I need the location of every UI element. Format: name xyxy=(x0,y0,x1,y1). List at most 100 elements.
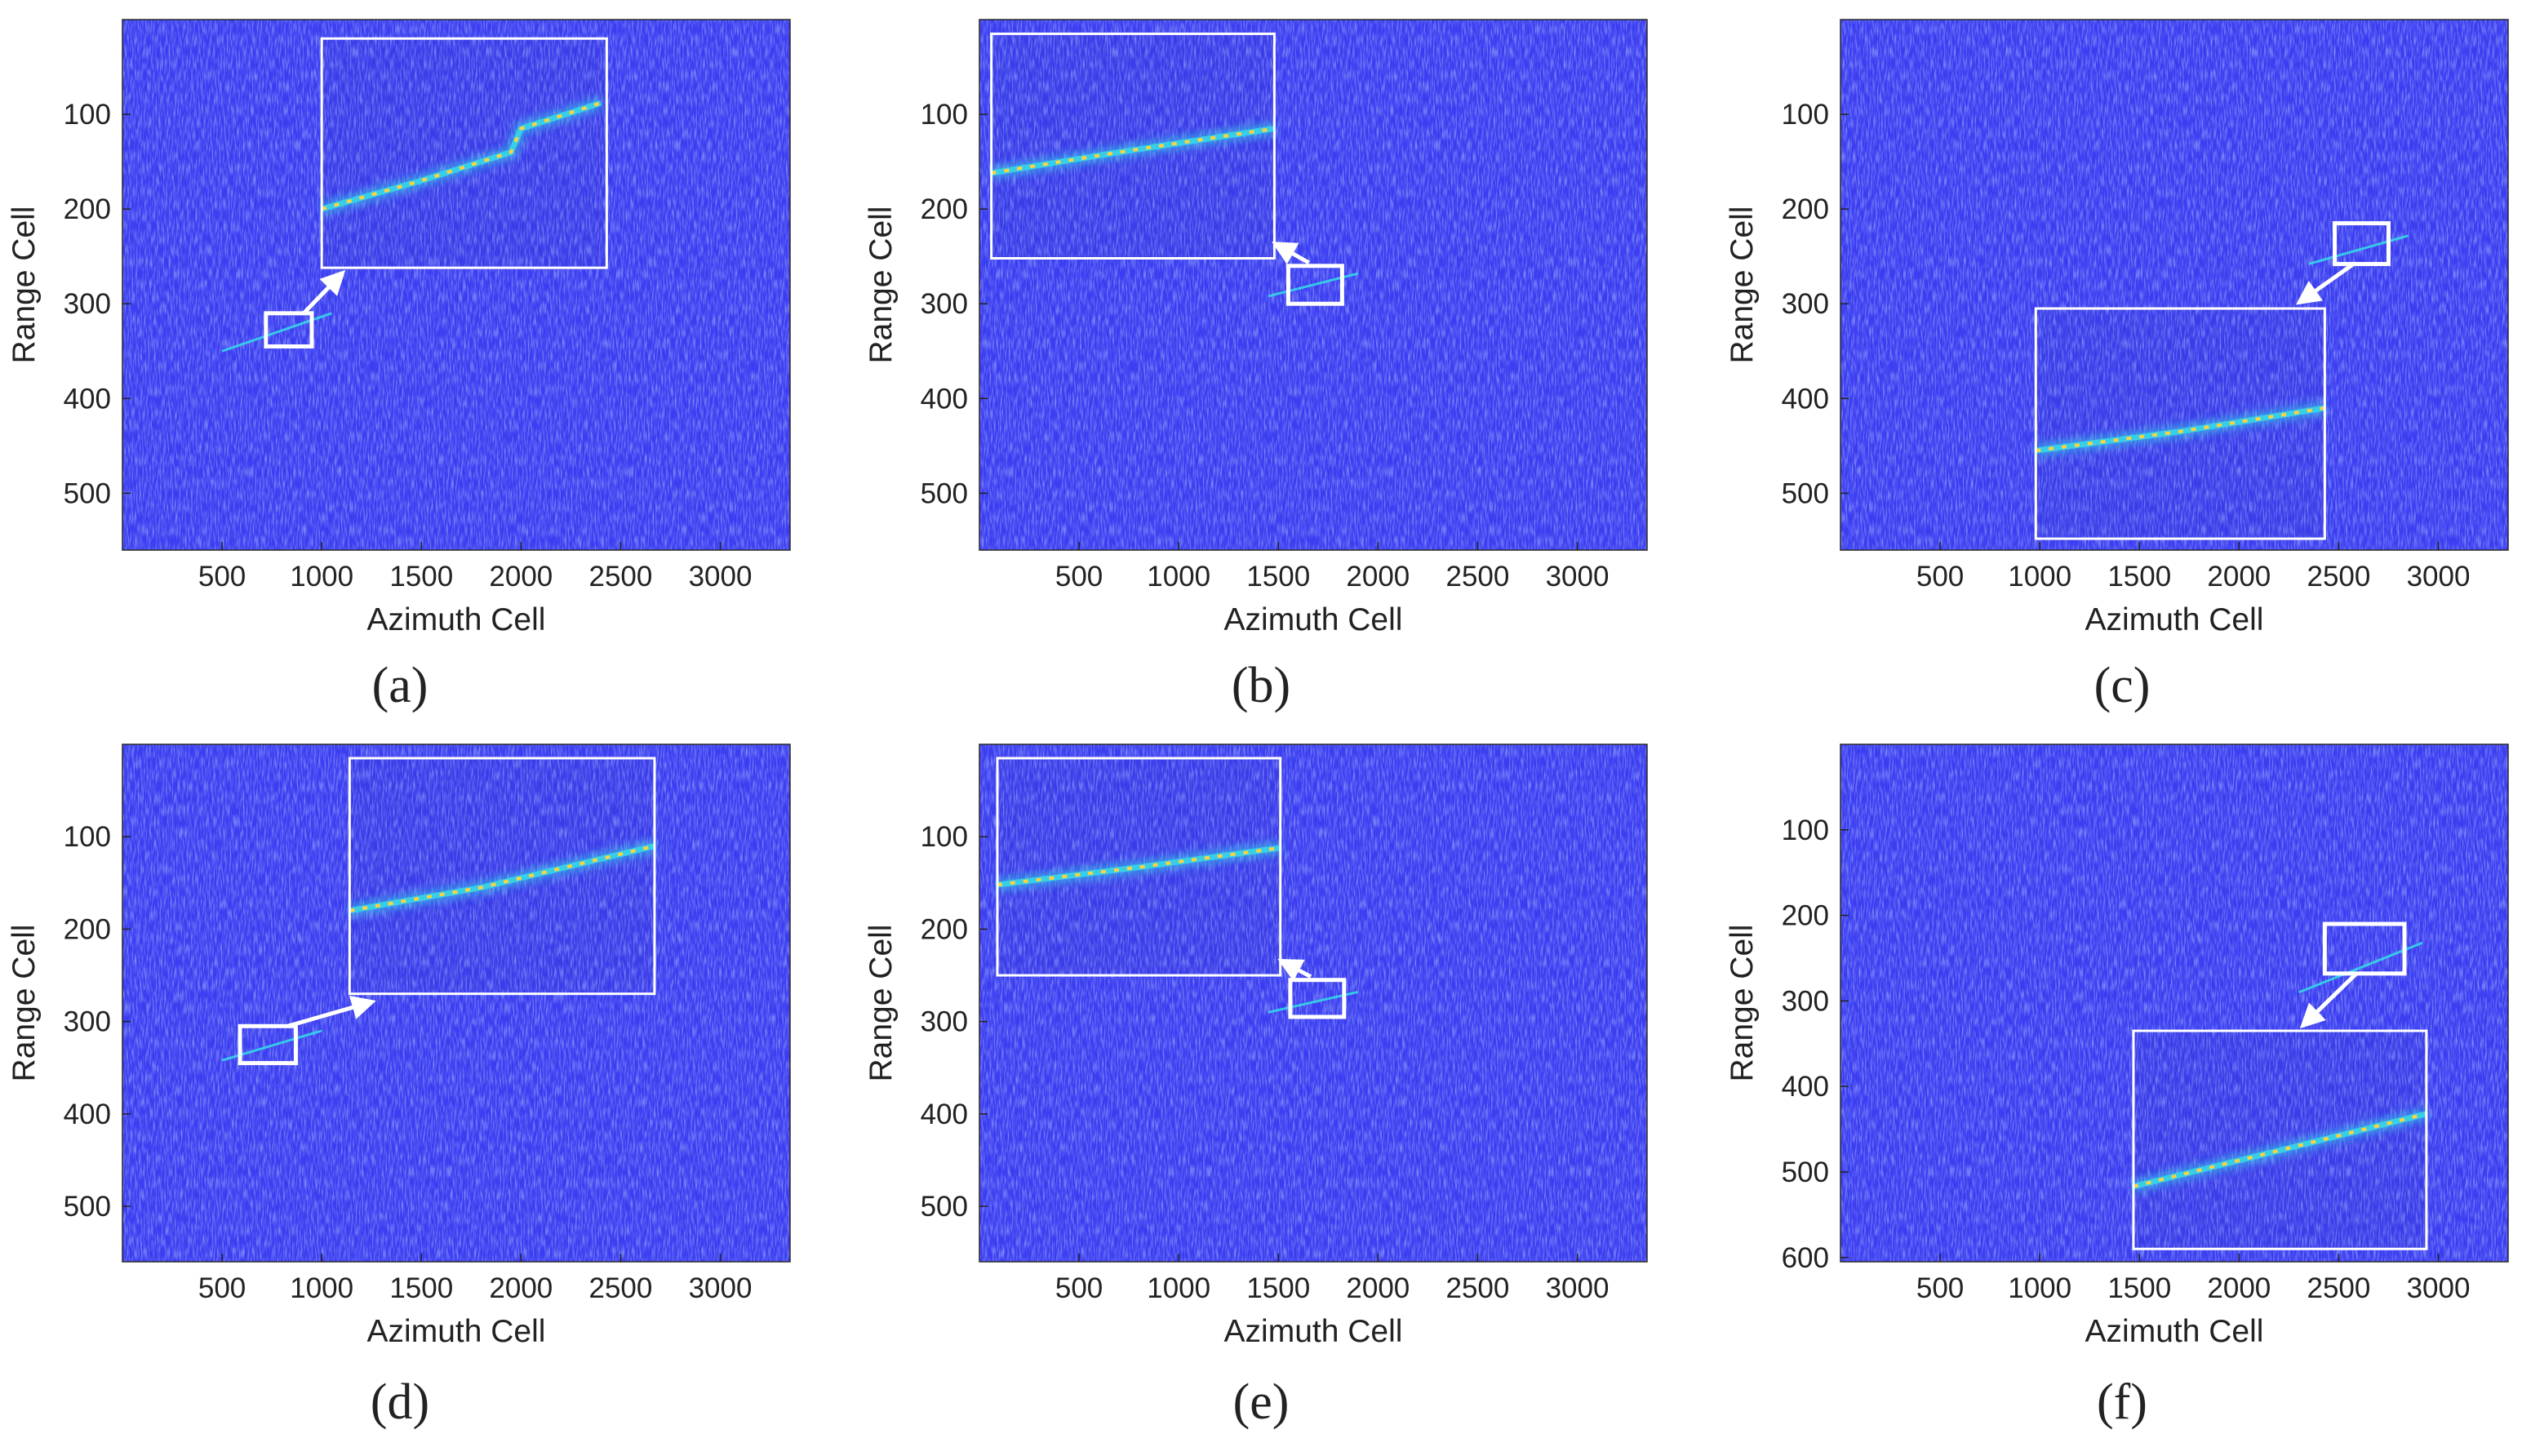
x-tick-label: 1000 xyxy=(290,1272,353,1304)
y-tick-label: 200 xyxy=(921,913,968,945)
inset-noise xyxy=(2036,309,2325,539)
x-tick-label: 500 xyxy=(1916,561,1964,593)
y-tick-label: 300 xyxy=(1782,288,1829,320)
y-tick-label: 100 xyxy=(1782,99,1829,131)
x-tick-label: 1500 xyxy=(1246,1272,1310,1304)
inset-frame xyxy=(348,757,656,996)
panel-caption: (a) xyxy=(372,658,428,713)
inset-frame xyxy=(2132,1029,2428,1250)
axes-frame xyxy=(122,744,791,1263)
panel-caption: (e) xyxy=(1233,1374,1290,1430)
chart-panel-b: 500 1000 1500 2000 2500 3000 100 200 300 400 500 Az… xyxy=(864,19,1648,713)
x-tick-label: 1000 xyxy=(290,561,353,593)
x-axis-label: Azimuth Cell xyxy=(367,1314,546,1349)
x-axis-label: Azimuth Cell xyxy=(367,602,546,637)
x-axis-label: Azimuth Cell xyxy=(2085,602,2264,637)
x-tick-label: 500 xyxy=(198,561,246,593)
panel-caption: (d) xyxy=(371,1374,429,1430)
x-tick-label: 2000 xyxy=(2207,561,2271,593)
axes-frame xyxy=(979,744,1648,1263)
panel-caption: (f) xyxy=(2097,1374,2147,1430)
inset-trace-core xyxy=(321,101,602,211)
y-tick-label: 400 xyxy=(64,1099,111,1130)
y-tick-label: 300 xyxy=(64,1006,111,1038)
x-tick-label: 1500 xyxy=(389,1272,453,1304)
x-axis-label: Azimuth Cell xyxy=(1224,602,1403,637)
zoom-arrow xyxy=(302,269,346,315)
x-tick-label: 1000 xyxy=(2008,561,2071,593)
zoom-arrow xyxy=(286,995,376,1028)
x-tick-label: 2500 xyxy=(1446,1272,1510,1304)
x-tick-label: 500 xyxy=(1055,561,1103,593)
zoom-inset xyxy=(996,757,1282,977)
x-tick-label: 2500 xyxy=(2307,561,2371,593)
y-tick-label: 100 xyxy=(64,99,111,131)
y-tick-label: 400 xyxy=(1782,1071,1829,1103)
y-tick-label: 400 xyxy=(1782,383,1829,415)
chart-panel-f: 500 1000 1500 2000 2500 3000 100 200 300 400 500 60… xyxy=(1725,744,2509,1430)
x-tick-label: 500 xyxy=(1916,1272,1964,1304)
panel-caption: (c) xyxy=(2094,658,2151,713)
zoom-arrow xyxy=(2295,262,2355,305)
y-tick-label: 100 xyxy=(921,99,968,131)
y-tick-label: 300 xyxy=(64,288,111,320)
y-axis-label: Range Cell xyxy=(7,206,42,364)
target-trace xyxy=(2298,941,2423,994)
inset-frame xyxy=(996,757,1282,977)
inset-frame xyxy=(320,37,608,269)
x-tick-label: 1500 xyxy=(1246,561,1310,593)
selection-box xyxy=(238,1023,298,1066)
axes-frame xyxy=(122,19,791,551)
panel-caption: (b) xyxy=(1232,658,1290,713)
y-tick-label: 500 xyxy=(1782,477,1829,509)
selection-box xyxy=(2333,221,2391,266)
x-tick-label: 500 xyxy=(198,1272,246,1304)
x-tick-label: 1500 xyxy=(2107,561,2171,593)
y-tick-label: 500 xyxy=(64,1191,111,1223)
y-tick-label: 200 xyxy=(64,193,111,225)
zoom-arrow xyxy=(2299,972,2358,1029)
y-tick-label: 400 xyxy=(921,1099,968,1130)
x-tick-label: 1000 xyxy=(2008,1272,2071,1304)
y-tick-label: 300 xyxy=(921,288,968,320)
y-tick-label: 300 xyxy=(1782,985,1829,1017)
y-tick-label: 300 xyxy=(921,1006,968,1038)
x-tick-label: 3000 xyxy=(689,561,753,593)
inset-frame xyxy=(990,32,1276,260)
x-tick-label: 2000 xyxy=(2207,1272,2271,1304)
zoom-inset xyxy=(2034,307,2326,540)
y-tick-label: 400 xyxy=(64,383,111,415)
chart-panel-e: 500 1000 1500 2000 2500 3000 100 200 300 400 500 Az… xyxy=(864,744,1648,1430)
y-axis-label: Range Cell xyxy=(7,925,42,1082)
x-tick-label: 3000 xyxy=(1546,1272,1610,1304)
inset-noise xyxy=(322,38,607,269)
selection-box xyxy=(2322,921,2407,976)
target-trace xyxy=(2308,234,2409,265)
zoom-arrow xyxy=(1272,242,1310,264)
x-tick-label: 1000 xyxy=(1147,1272,1210,1304)
y-axis-label: Range Cell xyxy=(1725,925,1760,1082)
x-tick-label: 3000 xyxy=(689,1272,753,1304)
y-tick-label: 500 xyxy=(64,477,111,509)
inset-frame xyxy=(2034,307,2326,540)
x-tick-label: 2500 xyxy=(589,561,653,593)
y-tick-label: 500 xyxy=(1782,1156,1829,1188)
y-tick-label: 200 xyxy=(64,913,111,945)
x-tick-label: 2000 xyxy=(489,1272,553,1304)
y-axis-label: Range Cell xyxy=(864,206,899,364)
chart-panel-a: 500 1000 1500 2000 2500 3000 100 200 300 400 500 Az… xyxy=(7,19,791,713)
x-tick-label: 2500 xyxy=(589,1272,653,1304)
inset-trace-core xyxy=(2036,406,2325,453)
x-tick-label: 2000 xyxy=(489,561,553,593)
zoom-inset xyxy=(319,37,608,269)
y-axis-label: Range Cell xyxy=(1725,206,1760,364)
y-axis-label: Range Cell xyxy=(864,925,899,1082)
inset-trace-core xyxy=(349,844,655,912)
y-tick-label: 100 xyxy=(1782,815,1829,846)
zoom-inset xyxy=(348,757,656,996)
x-tick-label: 2000 xyxy=(1346,1272,1410,1304)
y-tick-label: 200 xyxy=(1782,900,1829,932)
zoom-inset xyxy=(2132,1029,2428,1250)
x-tick-label: 3000 xyxy=(2407,561,2471,593)
